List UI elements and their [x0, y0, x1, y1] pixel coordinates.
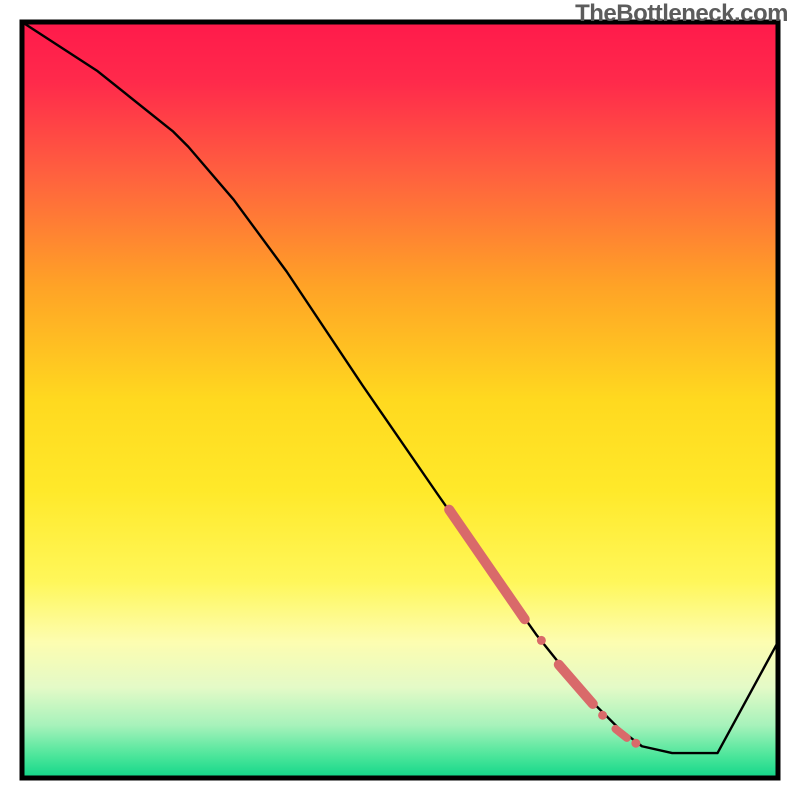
bottleneck-chart: TheBottleneck.com	[0, 0, 800, 800]
overlay-dot	[537, 636, 546, 645]
plot-background	[22, 22, 778, 778]
watermark-label: TheBottleneck.com	[575, 0, 788, 28]
chart-canvas	[0, 0, 800, 800]
overlay-dot	[598, 711, 607, 720]
overlay-dot	[631, 739, 640, 748]
